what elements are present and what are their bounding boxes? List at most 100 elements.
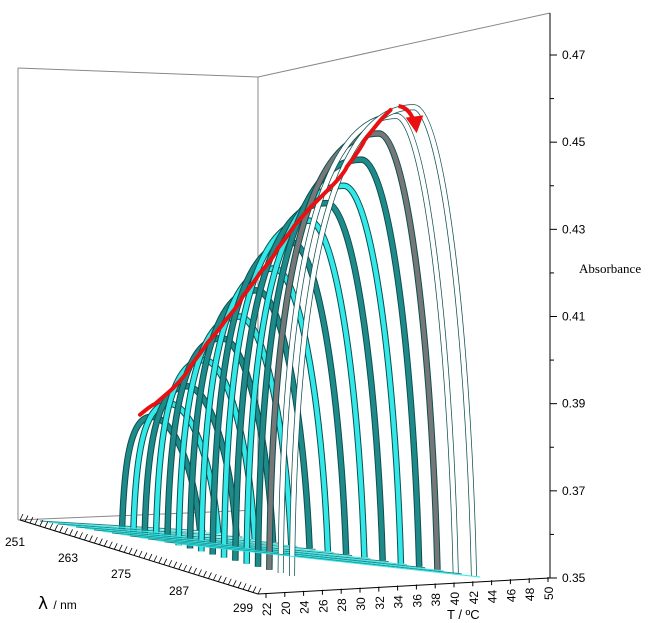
temperature-tick-label: 40: [448, 592, 462, 606]
wavelength-minor-tick: [19, 513, 24, 521]
wavelength-tick-label: 299: [233, 601, 253, 615]
wavelength-minor-tick: [148, 553, 153, 561]
temperature-tick-label: 24: [298, 600, 312, 614]
temperature-tick-label: 26: [316, 599, 330, 613]
wavelength-minor-tick: [193, 567, 197, 575]
temperature-tick-label: 38: [429, 593, 443, 607]
lambda-unit: / nm: [50, 598, 77, 612]
wavelength-minor-tick: [113, 543, 118, 550]
wavelength-minor-tick: [222, 577, 227, 584]
y-tick-label: 0.37: [562, 484, 586, 498]
curves-layer: [39, 104, 481, 578]
series-curve-T46: [267, 131, 440, 570]
temperature-tick-label: 32: [373, 596, 387, 610]
wavelength-minor-tick: [29, 516, 34, 524]
temperature-tick-label: 36: [410, 594, 424, 608]
wavelength-minor-tick: [108, 541, 113, 548]
series-curve-T44: [255, 157, 422, 567]
wavelength-minor-tick: [24, 515, 29, 522]
temperature-tick-label: 42: [467, 591, 481, 605]
base-line: [66, 525, 261, 541]
frame-edge: [257, 12, 551, 78]
wavelength-minor-tick: [173, 561, 178, 568]
trend-layer: [138, 104, 424, 417]
wavelength-minor-tick: [247, 584, 252, 592]
wavelength-minor-tick: [59, 526, 64, 533]
wavelength-minor-tick: [143, 552, 148, 559]
series-curve-T50: [289, 105, 477, 577]
wavelength-minor-tick: [198, 569, 202, 576]
trend-arrow-head: [405, 115, 424, 134]
wavelength-minor-tick: [257, 587, 262, 595]
base-line: [138, 537, 407, 566]
wavelength-minor-tick: [54, 524, 59, 531]
y-tick-label: 0.47: [562, 48, 586, 62]
wavelength-tick-label: 275: [111, 567, 131, 581]
wavelength-minor-tick: [123, 546, 128, 553]
wavelength-minor-tick: [103, 540, 108, 547]
wavelength-minor-tick: [79, 532, 83, 539]
wavelength-minor-tick: [74, 530, 78, 538]
wavelength-minor-tick: [168, 560, 173, 567]
wavelength-minor-tick: [158, 556, 163, 564]
wavelength-minor-tick: [237, 581, 242, 589]
wavelength-minor-tick: [98, 538, 103, 545]
wavelength-minor-tick: [242, 583, 247, 590]
temperature-tick-label: 44: [486, 590, 500, 604]
series-curve-T38: [221, 218, 367, 558]
wavelength-minor-tick: [44, 521, 49, 528]
temperature-tick-label: 48: [523, 587, 537, 601]
y-tick-label: 0.41: [562, 310, 586, 324]
temperature-tick-label: 50: [542, 586, 556, 600]
base-line: [102, 531, 334, 553]
wavelength-minor-tick: [203, 570, 207, 578]
wavelength-minor-tick: [49, 523, 54, 530]
y-tick-label: 0.39: [562, 397, 586, 411]
wavelength-minor-tick: [133, 549, 138, 556]
wavelength-axis-label: λ / nm: [38, 594, 77, 614]
temperature-axis-label: T / ºC: [447, 607, 480, 622]
wavelength-minor-tick: [178, 563, 183, 570]
frame-edge: [17, 67, 259, 78]
wavelength-minor-tick: [208, 572, 212, 579]
wavelength-minor-tick: [84, 533, 88, 541]
wavelength-minor-tick: [163, 558, 168, 565]
temperature-tick-label: 46: [504, 588, 518, 602]
temperature-tick-label: 20: [279, 601, 293, 615]
series-curve-T48: [278, 113, 458, 573]
lambda-symbol: λ: [38, 594, 48, 614]
base-line: [156, 540, 444, 572]
temperature-axis-line: [257, 577, 551, 595]
wavelength-minor-tick: [153, 555, 158, 562]
wavelength-minor-tick: [94, 536, 98, 544]
y-tick-label: 0.45: [562, 135, 586, 149]
wavelength-minor-tick: [217, 575, 222, 582]
wavelength-minor-tick: [118, 544, 123, 552]
base-line: [111, 532, 353, 557]
wavelength-tick-label: 287: [169, 584, 189, 598]
wavelength-tick-label: 263: [58, 551, 78, 565]
series-curve-T30: [176, 314, 294, 546]
wavelength-minor-tick: [39, 519, 44, 527]
base-line: [165, 541, 462, 575]
wavelength-minor-tick: [34, 518, 39, 525]
wavelength-minor-tick: [183, 564, 187, 572]
wavelength-minor-tick: [64, 527, 68, 535]
temperature-tick-label: 28: [335, 598, 349, 612]
wavelength-minor-tick: [232, 580, 237, 587]
base-line: [147, 538, 426, 569]
wavelength-minor-tick: [213, 573, 217, 581]
wavelength-minor-tick: [227, 578, 232, 585]
wavelength-tick-label: 251: [5, 535, 25, 549]
wavelength-minor-tick: [138, 550, 143, 558]
temperature-tick-label: 30: [354, 597, 368, 611]
y-tick-label: 0.43: [562, 222, 586, 236]
temperature-tick-label: 22: [260, 602, 274, 616]
base-line: [174, 543, 481, 578]
y-tick-label: 0.35: [562, 571, 586, 585]
wavelength-minor-tick: [89, 535, 93, 542]
wavelength-minor-tick: [188, 566, 192, 573]
wavelength-minor-tick: [69, 529, 73, 536]
series-curve-T42: [244, 183, 404, 564]
